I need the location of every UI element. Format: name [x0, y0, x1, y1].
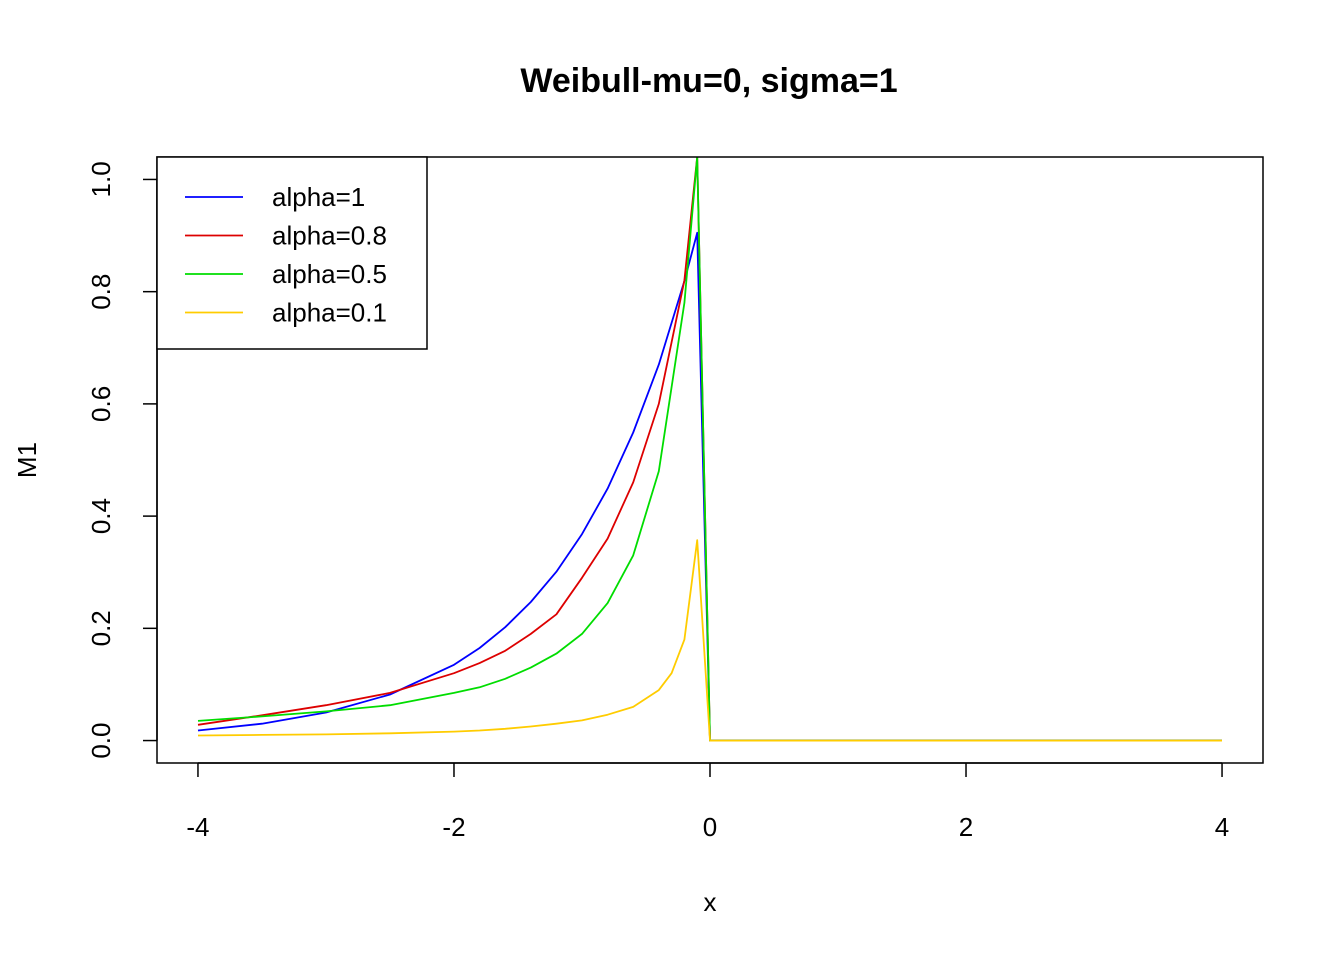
legend-label-2: alpha=0.5 — [272, 259, 387, 289]
y-tick-label: 0.4 — [86, 498, 116, 534]
x-tick-label: -4 — [186, 812, 209, 842]
chart-title: Weibull-mu=0, sigma=1 — [520, 62, 897, 100]
legend-label-3: alpha=0.1 — [272, 298, 387, 328]
y-tick-label: 1.0 — [86, 161, 116, 197]
legend: alpha=1 alpha=0.8 alpha=0.5 alpha=0.1 — [156, 156, 428, 350]
y-tick-label: 0.0 — [86, 723, 116, 759]
y-axis: 0.0 0.2 0.4 0.6 0.8 1.0 — [86, 161, 158, 759]
series-line-3 — [197, 539, 1222, 742]
x-tick-label: 4 — [1215, 812, 1229, 842]
y-tick-label: 0.8 — [86, 274, 116, 310]
y-tick-label: 0.6 — [86, 386, 116, 422]
legend-label-1: alpha=0.8 — [272, 221, 387, 251]
x-axis-label: x — [704, 887, 717, 917]
series-layer — [197, 157, 1222, 742]
y-tick-label: 0.2 — [86, 610, 116, 646]
y-axis-label: M1 — [12, 442, 42, 478]
x-axis: -4 -2 0 2 4 — [186, 762, 1229, 842]
x-tick-label: 0 — [703, 812, 717, 842]
x-tick-label: 2 — [959, 812, 973, 842]
x-tick-label: -2 — [442, 812, 465, 842]
legend-label-0: alpha=1 — [272, 182, 365, 212]
legend-box — [156, 156, 428, 350]
